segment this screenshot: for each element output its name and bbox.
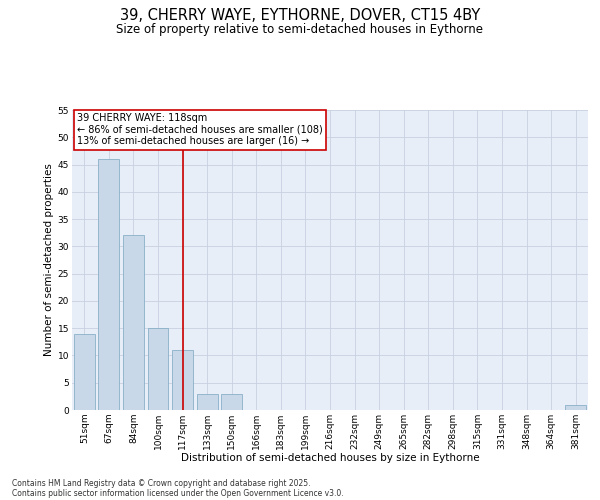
- Text: Contains HM Land Registry data © Crown copyright and database right 2025.: Contains HM Land Registry data © Crown c…: [12, 478, 311, 488]
- Bar: [148, 328, 169, 410]
- Bar: [172, 350, 193, 410]
- Bar: [565, 404, 586, 410]
- Text: 39, CHERRY WAYE, EYTHORNE, DOVER, CT15 4BY: 39, CHERRY WAYE, EYTHORNE, DOVER, CT15 4…: [120, 8, 480, 22]
- Text: 39 CHERRY WAYE: 118sqm
← 86% of semi-detached houses are smaller (108)
13% of se: 39 CHERRY WAYE: 118sqm ← 86% of semi-det…: [77, 113, 323, 146]
- Bar: [197, 394, 218, 410]
- Bar: [74, 334, 95, 410]
- Y-axis label: Number of semi-detached properties: Number of semi-detached properties: [44, 164, 53, 356]
- Text: Contains public sector information licensed under the Open Government Licence v3: Contains public sector information licen…: [12, 488, 344, 498]
- X-axis label: Distribution of semi-detached houses by size in Eythorne: Distribution of semi-detached houses by …: [181, 454, 479, 464]
- Bar: [221, 394, 242, 410]
- Bar: [98, 159, 119, 410]
- Bar: [123, 236, 144, 410]
- Text: Size of property relative to semi-detached houses in Eythorne: Size of property relative to semi-detach…: [116, 22, 484, 36]
